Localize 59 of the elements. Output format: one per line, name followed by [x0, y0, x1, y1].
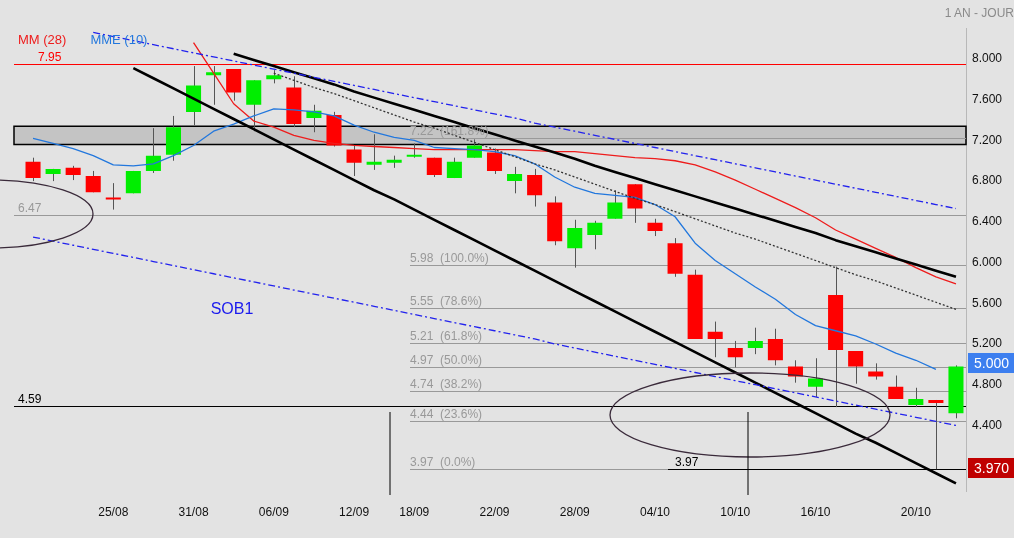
ref-line-label: 5.21 (61.8%): [410, 328, 483, 343]
y-tick-label: 7.600: [972, 91, 1003, 106]
x-tick-label: 06/09: [258, 505, 290, 520]
chart-subtitle: 1 AN - JOUR: [944, 5, 1014, 20]
candlestick: [908, 387, 924, 408]
candlestick: [888, 375, 904, 400]
x-tick-label: 04/10: [639, 505, 671, 520]
line-series: [92, 31, 957, 210]
x-tick-label: 28/09: [559, 505, 591, 520]
candlestick: [527, 168, 543, 208]
candlestick: [747, 327, 763, 355]
text: MME (10): [90, 31, 148, 47]
candlestick: [226, 68, 242, 102]
y-tick-label: 5.600: [972, 295, 1003, 310]
ref-line-label: 3.97: [675, 454, 699, 469]
ref-line-label: 5.98 (100.0%): [410, 250, 489, 265]
candlestick: [808, 357, 824, 398]
text: 5.000: [974, 354, 1010, 371]
x-tick-label: 10/10: [720, 505, 751, 520]
candlestick: [928, 399, 944, 470]
x-tick-label: 31/08: [178, 505, 209, 520]
candlestick: [507, 166, 523, 194]
candlestick: [607, 189, 623, 220]
y-tick-label: 6.800: [972, 173, 1003, 188]
y-tick-label: 8.000: [972, 51, 1003, 66]
y-tick-label: 4.400: [972, 417, 1003, 432]
y-tick-label: 6.400: [972, 214, 1003, 229]
ref-line-label: 4.74 (38.2%): [410, 376, 483, 391]
candlestick: [366, 133, 382, 171]
candlestick: [346, 144, 362, 177]
ref-line-label: 4.59: [18, 391, 42, 406]
candlestick: [25, 157, 41, 182]
candlestick: [707, 321, 723, 358]
x-tick-label: 25/08: [98, 505, 129, 520]
candlestick: [105, 182, 121, 211]
candlestick: [486, 148, 503, 175]
text: 3.970: [974, 459, 1010, 476]
x-tick-label: 16/10: [800, 505, 831, 520]
ref-line-label: 4.44 (23.6%): [410, 406, 483, 421]
candlestick: [587, 220, 603, 250]
ref-line-label: 4.97 (50.0%): [410, 352, 483, 367]
candlestick: [727, 340, 743, 368]
y-tick-label: 4.800: [972, 377, 1003, 392]
ref-line-label: 5.55 (78.6%): [410, 293, 483, 308]
x-tick-label: 22/09: [479, 505, 510, 520]
ref-line-label: 6.47: [18, 200, 42, 215]
x-tick-label: 18/09: [399, 505, 430, 520]
candlestick: [567, 219, 583, 269]
ref-line-label: 3.97 (0.0%): [410, 454, 476, 469]
annotation: SOB1: [210, 300, 254, 318]
candlestick: [767, 328, 783, 366]
x-tick-label: 20/10: [900, 505, 932, 520]
y-tick-label: 7.200: [972, 132, 1003, 147]
y-tick-label: 5.200: [972, 336, 1003, 351]
x-tick-label: 12/09: [339, 505, 370, 520]
ref-line-label: 7.95: [38, 49, 62, 64]
candlestick: [848, 350, 864, 385]
y-tick-label: 6.000: [972, 254, 1003, 269]
text: MM (28): [18, 31, 67, 47]
